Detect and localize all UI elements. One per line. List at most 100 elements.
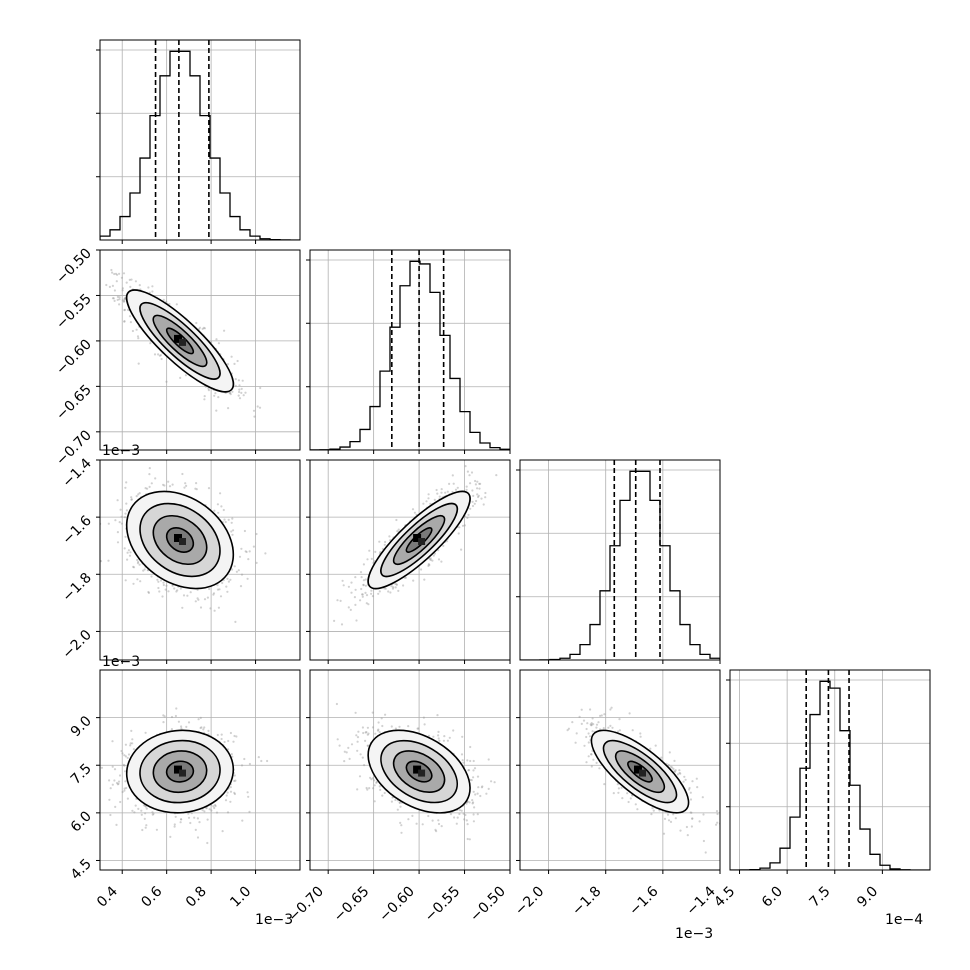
scatter-point	[206, 818, 209, 821]
scatter-point	[235, 735, 238, 738]
scatter-point	[461, 759, 464, 762]
scatter-point	[435, 488, 438, 492]
scatter-point	[123, 309, 126, 312]
scatter-point	[383, 543, 386, 546]
scatter-point	[111, 297, 115, 300]
scatter-point	[225, 585, 228, 588]
scatter-point	[212, 593, 215, 596]
scatter-point	[428, 563, 431, 567]
scatter-point	[224, 799, 228, 802]
contour-line	[367, 490, 471, 590]
scatter-point	[423, 578, 426, 581]
scatter-point	[395, 583, 398, 586]
scatter-point	[117, 782, 120, 785]
scatter-point	[158, 354, 161, 357]
scatter-point	[134, 804, 137, 807]
scatter-point	[354, 576, 357, 579]
scatter-point	[153, 353, 157, 356]
scatter-point	[390, 800, 393, 803]
scatter-point	[396, 530, 399, 533]
scatter-point	[378, 785, 381, 788]
scatter-point	[126, 308, 130, 311]
scatter-point	[243, 529, 246, 533]
scatter-point	[484, 491, 487, 495]
scatter-point	[130, 729, 133, 733]
scatter-point	[83, 805, 85, 807]
scatter-point	[350, 743, 354, 746]
scatter-point	[179, 376, 182, 379]
scatter-point	[177, 720, 180, 723]
scatter-point	[175, 707, 178, 710]
scatter-point	[362, 584, 365, 587]
scatter-point	[118, 521, 121, 524]
scatter-point	[245, 550, 248, 554]
scatter-point	[239, 585, 243, 588]
scatter-point	[230, 530, 233, 533]
scatter-point	[126, 551, 129, 554]
scatter-point	[217, 342, 220, 345]
scatter-point	[510, 436, 512, 438]
scatter-point	[482, 503, 485, 506]
scatter-point	[221, 581, 224, 585]
scatter-point	[151, 811, 154, 814]
scatter-point	[112, 297, 115, 300]
scatter-point	[366, 558, 369, 561]
scatter-point	[120, 522, 123, 525]
scatter-point	[226, 363, 230, 366]
scatter-point	[125, 481, 128, 484]
scatter-point	[216, 733, 219, 737]
scatter-point	[114, 272, 118, 275]
scatter-point	[120, 276, 123, 279]
scatter-point	[120, 749, 123, 753]
scatter-point	[179, 587, 182, 590]
scatter-point	[390, 585, 393, 588]
scatter-point	[347, 585, 350, 588]
scatter-point	[370, 589, 373, 592]
scatter-point	[116, 298, 119, 301]
scatter-point	[198, 821, 201, 824]
scatter-point	[240, 391, 243, 394]
scatter-point	[174, 714, 177, 718]
scatter-point	[203, 726, 206, 729]
scatter-point	[407, 818, 410, 821]
scatter-point	[458, 809, 461, 812]
scatter-point	[184, 374, 187, 377]
scatter-point	[362, 583, 365, 586]
scatter-point	[226, 590, 229, 593]
scatter-point	[162, 714, 165, 717]
scatter-point	[147, 286, 150, 289]
scatter-point	[246, 791, 249, 794]
scatter-point	[370, 592, 373, 595]
scatter-point	[123, 308, 126, 311]
scatter-point	[333, 619, 336, 623]
scatter-point	[229, 393, 232, 396]
scatter-point	[137, 337, 140, 340]
scatter-point	[340, 623, 344, 626]
scatter-point	[115, 280, 118, 283]
scatter-point	[237, 394, 240, 397]
scatter-point	[195, 321, 198, 325]
scatter-point	[193, 816, 196, 819]
scatter-point	[201, 809, 204, 812]
scatter-point	[457, 532, 460, 535]
scatter-point	[144, 487, 147, 490]
scatter-point	[205, 807, 208, 810]
scatter-point	[237, 379, 240, 382]
contour-line	[139, 739, 221, 804]
scatter-point	[217, 511, 220, 514]
scatter-point	[171, 483, 174, 486]
scatter-point	[180, 818, 183, 821]
scatter-point	[108, 798, 111, 801]
scatter-point	[115, 823, 118, 827]
scatter-point	[121, 790, 124, 794]
scatter-point	[437, 730, 440, 734]
scatter-point	[183, 486, 186, 489]
scatter-point	[422, 502, 425, 505]
scatter-point	[175, 303, 178, 306]
scatter-point	[476, 487, 479, 490]
scatter-point	[461, 524, 465, 527]
scatter-point	[428, 558, 431, 561]
scatter-panel-1-2	[306, 436, 512, 664]
scatter-point	[167, 590, 170, 593]
scatter-point	[442, 544, 445, 548]
